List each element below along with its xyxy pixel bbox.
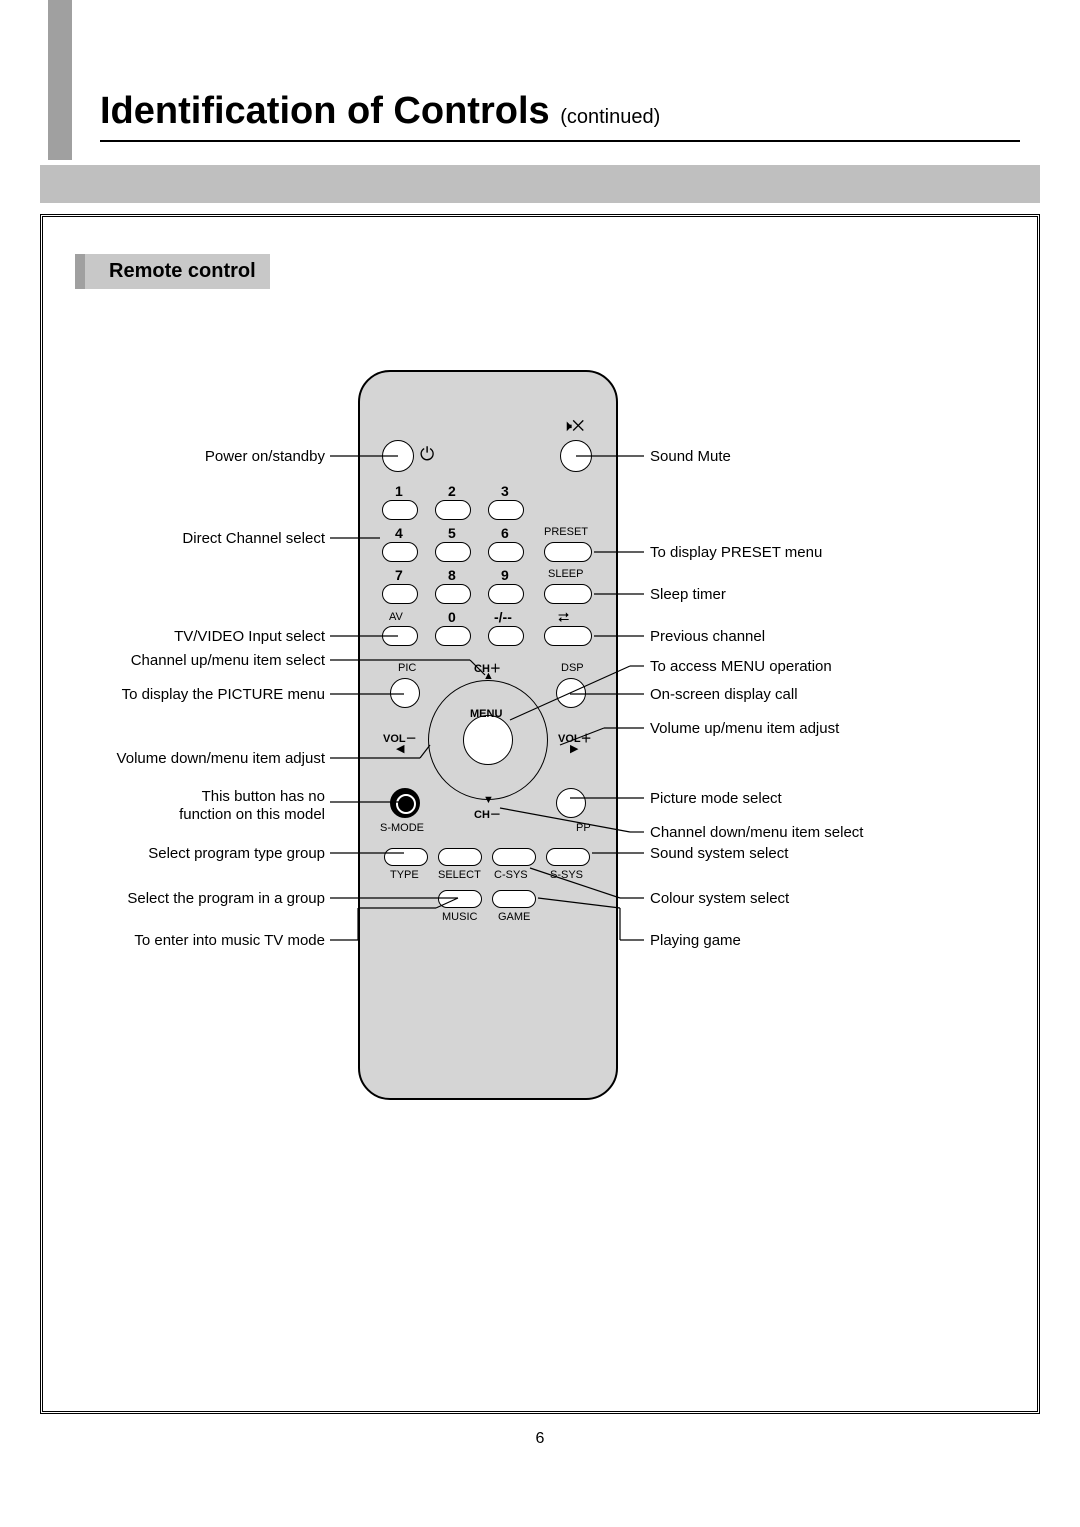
title-underline (100, 140, 1020, 142)
leader-lines (40, 350, 1040, 1150)
gray-band (40, 165, 1040, 203)
title-suffix: (continued) (560, 106, 660, 128)
section-heading: Remote control (75, 254, 270, 289)
remote-diagram: ⏻ 🕨✕ 1 2 3 4 5 6 7 8 9 AV 0 -/-- PRESET … (40, 350, 1040, 1150)
page-number: 6 (0, 1430, 1080, 1448)
page-title: Identification of Controls (continued) (100, 90, 660, 133)
title-main: Identification of Controls (100, 90, 550, 132)
header-accent-bar (48, 0, 72, 160)
